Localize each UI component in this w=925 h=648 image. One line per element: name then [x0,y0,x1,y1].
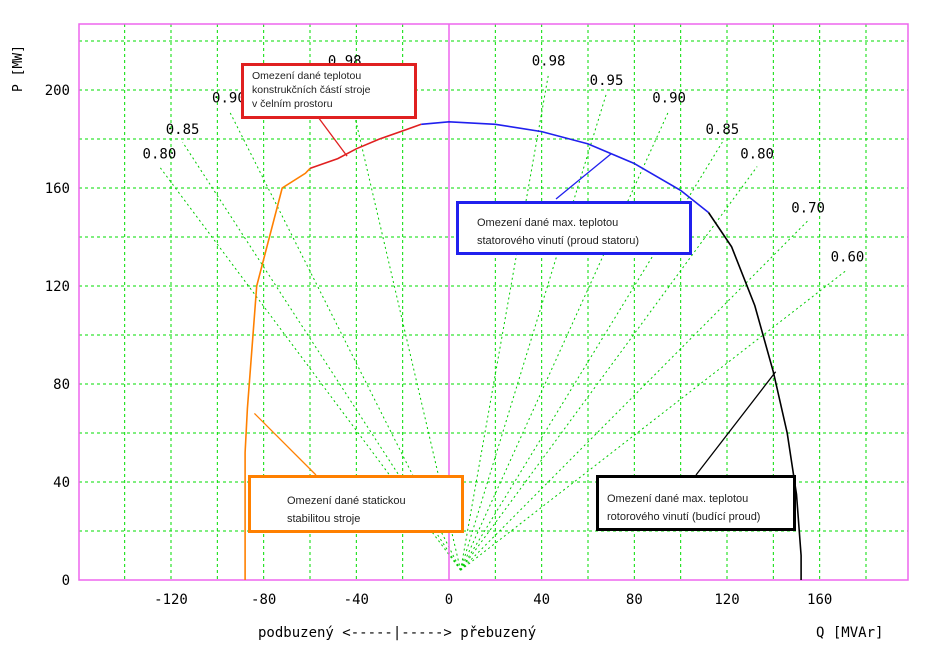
limit-curve [309,123,422,170]
limit-curves [244,120,802,580]
x-tick-label: -40 [344,592,369,608]
y-tick-label: 40 [53,475,70,491]
x-tick-label: -80 [251,592,276,608]
power-factor-label: 0.98 [532,54,566,70]
annotation-blue-box: Omezení dané max. teplotou statorového v… [456,201,692,255]
limit-curve [707,212,802,580]
x-tick-label: 160 [807,592,832,608]
y-tick-label: 200 [45,83,70,99]
annotation-red-box: Omezení dané teplotou konstrukčních část… [241,63,417,119]
annotation-blue-line-1: Omezení dané max. teplotou [477,217,619,229]
power-factor-line [460,73,550,571]
power-factor-label: 0.60 [831,250,865,266]
x-axis-label-right: Q [MVAr] [816,625,883,641]
power-factor-line [460,269,848,571]
y-axis-label: P [MW] [11,45,26,92]
x-axis-label-center: podbuzený <-----|-----> přebuzený [258,625,536,641]
annotation-orange-line-2: stabilitou stroje [287,513,361,525]
y-tick-label: 80 [53,377,70,393]
power-factor-line [460,166,758,571]
power-factor-label: 0.95 [590,73,624,89]
limit-curve [421,120,709,214]
power-factor-label: 0.70 [791,201,825,217]
annotation-blue-line-2: statorového vinutí (proud statoru) [477,235,640,247]
power-factor-label: 0.85 [706,122,740,138]
annotation-leader [555,153,612,200]
annotation-orange-line-1: Omezení dané statickou [287,495,406,507]
power-factor-label: 0.85 [166,122,200,138]
y-tick-label: 0 [62,573,70,589]
x-tick-label: 120 [714,592,739,608]
x-tick-label: 80 [626,592,643,608]
annotation-black-box: Omezení dané max. teplotou rotorového vi… [596,475,796,531]
y-tick-label: 160 [45,181,70,197]
annotation-leader [317,116,348,157]
y-tick-label: 120 [45,279,70,295]
x-tick-label: -120 [154,592,188,608]
power-factor-label: 0.80 [740,147,774,163]
power-factor-line [460,220,809,571]
annotation-leaders [253,116,777,476]
plot-frame [78,23,909,581]
annotation-black-line-2: rotorového vinutí (budící proud) [607,511,761,523]
tick-labels: -120 -80 -40 0 40 80 120 160 0 40 80 120 160 200 [45,83,833,608]
annotation-black-line-1: Omezení dané max. teplotou [607,493,749,505]
power-factor-label: 0.80 [143,147,177,163]
annotation-leader [253,412,317,476]
limit-curve [244,167,311,580]
power-factor-labels: 0.800.850.900.98 0.980.950.900.850.800.70… [143,54,865,266]
annotation-red-line-1: Omezení dané teplotou [252,70,362,82]
power-factor-line [460,92,608,571]
annotation-red-line-2: konstrukčních částí stroje [252,84,371,96]
x-tick-label: 40 [533,592,550,608]
annotation-leader [695,371,777,476]
annotation-orange-box: Omezení dané statickou stabilitou stroje [248,475,464,533]
power-factor-label: 0.90 [212,90,246,106]
annotation-red-line-3: v čelním prostoru [252,98,333,110]
power-factor-line [460,110,670,571]
power-factor-line [159,166,461,571]
x-tick-label: 0 [445,592,453,608]
power-factor-label: 0.90 [652,90,686,106]
power-factor-line [460,141,723,571]
